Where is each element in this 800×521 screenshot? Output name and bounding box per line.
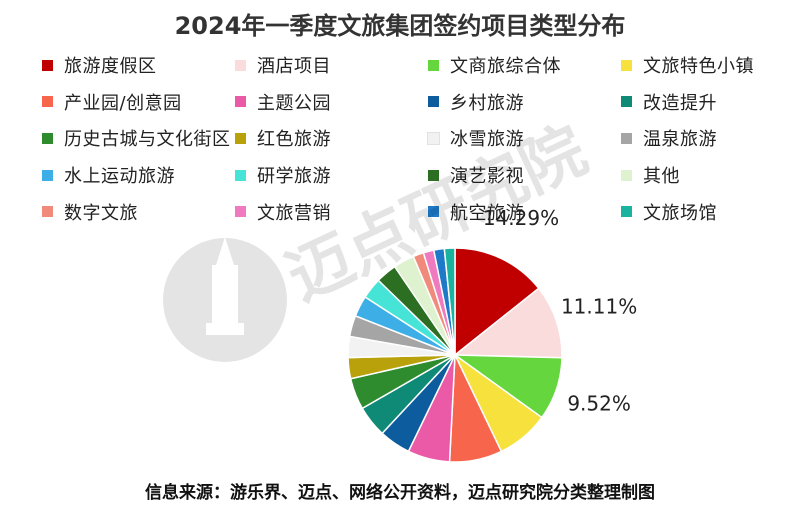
legend-item: 研学旅游	[235, 162, 331, 188]
legend-label: 红色旅游	[257, 129, 331, 151]
legend-item: 红色旅游	[235, 125, 331, 151]
legend-item: 温泉旅游	[621, 125, 717, 151]
legend-item: 水上运动旅游	[42, 162, 175, 188]
legend-label: 航空旅游	[450, 202, 524, 224]
legend-label: 主题公园	[257, 92, 331, 114]
legend-label: 演艺影视	[450, 166, 524, 188]
legend-item: 航空旅游	[428, 199, 524, 225]
legend-label: 数字文旅	[64, 202, 138, 224]
legend-item: 历史古城与文化街区	[42, 125, 231, 151]
legend-label: 其他	[643, 166, 680, 188]
legend-swatch	[428, 59, 439, 71]
pie-slice	[443, 247, 456, 356]
chart-legend: 旅游度假区 酒店项目 文商旅综合体 文旅特色小镇产业园/创意园 主题公园 乡村旅游 改造提升…	[42, 52, 800, 237]
legend-label: 文旅特色小镇	[643, 56, 754, 77]
data-label: 9.52%	[567, 392, 631, 416]
legend-swatch	[428, 96, 439, 108]
legend-item: 旅游度假区	[42, 52, 157, 78]
legend-swatch	[621, 59, 632, 71]
chart-title: 2024年一季度文旅集团签约项目类型分布	[174, 12, 626, 40]
legend-item: 产业园/创意园	[42, 89, 182, 115]
pie-slice	[452, 287, 563, 359]
legend-swatch	[621, 206, 632, 218]
legend-label: 文旅营销	[257, 202, 331, 224]
legend-item: 文商旅综合体	[428, 52, 561, 78]
legend-label: 改造提升	[643, 92, 717, 114]
legend-swatch	[427, 131, 440, 145]
legend-item: 文旅场馆	[621, 199, 717, 225]
legend-item: 文旅营销	[235, 199, 331, 225]
legend-swatch	[621, 132, 632, 144]
legend-item: 冰雪旅游	[427, 125, 524, 151]
legend-swatch	[428, 206, 439, 218]
legend-swatch	[235, 169, 246, 181]
legend-item: 演艺影视	[428, 162, 524, 188]
legend-swatch	[621, 169, 632, 181]
legend-swatch	[42, 169, 53, 181]
legend-item: 乡村旅游	[428, 89, 524, 115]
legend-swatch	[621, 96, 632, 108]
legend-swatch	[235, 59, 246, 71]
legend-label: 产业园/创意园	[64, 92, 182, 114]
legend-item: 数字文旅	[42, 199, 138, 225]
legend-item: 酒店项目	[235, 52, 331, 78]
legend-swatch	[235, 96, 246, 108]
legend-label: 研学旅游	[257, 166, 331, 188]
legend-label: 文商旅综合体	[450, 56, 561, 77]
legend-label: 历史古城与文化街区	[64, 129, 231, 151]
legend-label: 乡村旅游	[450, 92, 524, 114]
legend-label: 酒店项目	[257, 56, 331, 77]
source-note: 信息来源：游乐界、迈点、网络公开资料，迈点研究院分类整理制图	[145, 483, 655, 503]
legend-swatch	[235, 132, 246, 144]
legend-label: 旅游度假区	[64, 56, 157, 77]
legend-swatch	[235, 206, 246, 218]
legend-item: 改造提升	[621, 89, 717, 115]
legend-label: 温泉旅游	[643, 129, 717, 151]
legend-swatch	[428, 169, 439, 181]
legend-label: 冰雪旅游	[450, 129, 524, 151]
legend-swatch	[42, 206, 53, 218]
legend-item: 其他	[621, 162, 680, 188]
legend-label: 水上运动旅游	[64, 166, 175, 188]
pie-slice	[454, 247, 540, 357]
legend-swatch	[42, 96, 53, 108]
data-label: 11.11%	[561, 295, 637, 319]
legend-swatch	[42, 59, 53, 71]
legend-item: 主题公园	[235, 89, 331, 115]
legend-swatch	[42, 132, 53, 144]
legend-label: 文旅场馆	[643, 202, 717, 224]
legend-item: 文旅特色小镇	[621, 52, 754, 78]
data-label: 14.29%	[483, 206, 559, 230]
